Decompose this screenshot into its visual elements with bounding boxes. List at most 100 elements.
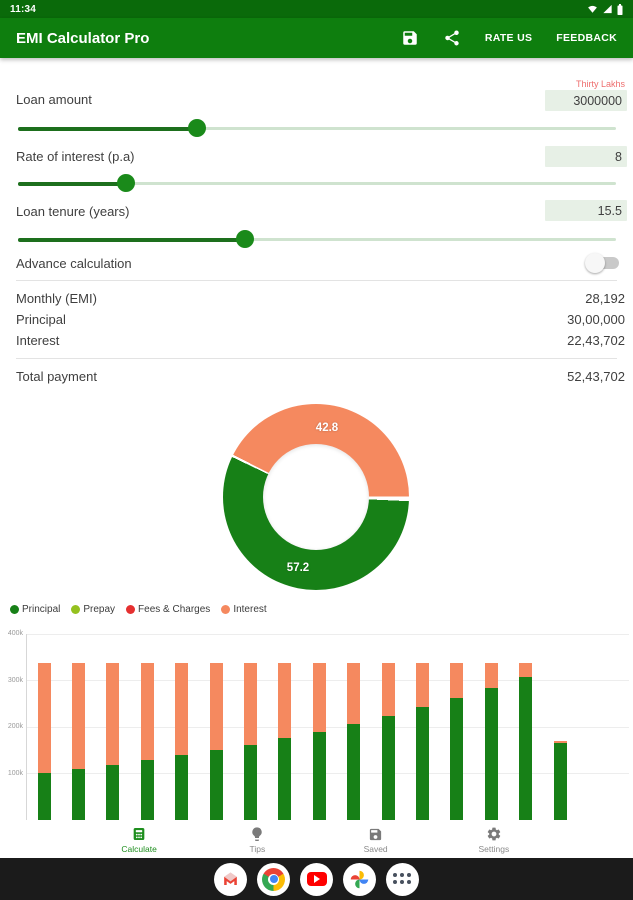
tab-calculate[interactable]: Calculate	[80, 822, 198, 858]
principal-segment	[71, 769, 85, 820]
tab-label: Saved	[363, 843, 388, 854]
principal-value: 30,00,000	[567, 312, 625, 327]
feedback-button[interactable]: FEEDBACK	[556, 32, 617, 44]
clock: 11:34	[10, 3, 37, 15]
y-tick-label: 300k	[7, 676, 23, 684]
year-bar	[381, 662, 395, 820]
android-taskbar	[0, 858, 633, 900]
status-bar: 11:34	[0, 0, 633, 18]
slider-thumb[interactable]	[188, 119, 207, 137]
principal-segment	[140, 760, 154, 820]
youtube-icon[interactable]	[300, 862, 333, 896]
year-bar	[278, 662, 292, 820]
save-icon[interactable]	[401, 29, 419, 47]
slider-thumb[interactable]	[236, 230, 255, 248]
rate-us-button[interactable]: RATE US	[484, 32, 533, 44]
emi-value: 28,192	[585, 291, 625, 306]
legend-item: Prepay	[71, 604, 115, 615]
slider-track[interactable]	[18, 182, 616, 185]
interest-rate-field[interactable]	[545, 146, 627, 167]
year-bar	[37, 662, 51, 820]
interest-rate-label: Rate of interest (p.a)	[16, 149, 135, 164]
year-bar	[312, 662, 326, 820]
tenure-slider[interactable]	[18, 229, 616, 249]
donut-chart: 42.8 57.2	[223, 404, 409, 590]
cellular-signal-icon	[602, 4, 613, 14]
interest-slice-label: 42.8	[315, 422, 339, 434]
total-payment-label: Total payment	[16, 369, 97, 384]
gridline	[27, 680, 629, 681]
wifi-icon	[587, 4, 598, 14]
year-bar	[106, 662, 120, 820]
principal-segment	[415, 707, 429, 820]
y-tick-label: 200k	[7, 723, 23, 730]
slider-thumb[interactable]	[116, 174, 135, 192]
year-bar	[175, 662, 189, 820]
legend-dot	[71, 605, 81, 614]
year-bar	[243, 662, 257, 820]
principal-segment	[209, 750, 223, 820]
total-payment-value: 52,43,702	[567, 369, 625, 384]
principal-segment	[278, 738, 292, 820]
donut-hole	[263, 444, 369, 550]
loan-amount-slider[interactable]	[18, 118, 616, 138]
y-axis-line	[26, 634, 27, 820]
principal-segment	[347, 724, 361, 820]
interest-rate-slider[interactable]	[18, 173, 616, 193]
principal-label: Principal	[16, 312, 66, 327]
gmail-icon[interactable]	[214, 862, 247, 896]
emi-label: Monthly (EMI)	[16, 291, 97, 306]
year-bar	[140, 662, 154, 820]
divider	[16, 280, 617, 281]
status-icons	[587, 3, 623, 15]
slider-track[interactable]	[18, 238, 616, 241]
lightbulb-icon	[249, 826, 265, 842]
share-icon[interactable]	[443, 29, 461, 47]
chrome-icon[interactable]	[257, 862, 290, 896]
interest-value: 22,43,702	[567, 333, 625, 348]
slider-fill	[18, 237, 246, 242]
slider-fill	[18, 126, 198, 131]
amount-in-words: Thirty Lakhs	[575, 79, 625, 89]
photos-icon[interactable]	[343, 862, 376, 896]
principal-segment	[37, 773, 51, 820]
tab-tips[interactable]: Tips	[198, 822, 316, 858]
bottom-navigation: Calculate Tips Saved Settings	[0, 822, 633, 858]
year-bar	[415, 662, 429, 820]
legend-item: Interest	[221, 604, 267, 615]
floppy-icon	[368, 827, 383, 842]
slider-track[interactable]	[18, 127, 616, 130]
tab-settings[interactable]: Settings	[435, 822, 553, 858]
legend-dot	[221, 605, 231, 614]
tenure-field[interactable]	[545, 200, 627, 221]
year-bar	[519, 662, 533, 820]
principal-segment	[243, 744, 257, 820]
legend-label: Prepay	[83, 604, 116, 615]
divider	[16, 358, 617, 359]
principal-segment	[312, 731, 326, 820]
tab-label: Tips	[249, 844, 266, 854]
principal-segment	[519, 676, 533, 820]
app-drawer-icon[interactable]	[386, 862, 419, 896]
year-bar	[347, 662, 361, 820]
gridline	[27, 633, 629, 635]
app-bar: EMI Calculator Pro RATE US FEEDBACK	[0, 18, 633, 58]
advance-calculation-toggle[interactable]	[585, 253, 621, 273]
loan-amount-field[interactable]	[545, 90, 627, 111]
legend-label: Principal	[22, 604, 61, 615]
battery-icon	[617, 3, 623, 15]
y-tick-label: 400k	[7, 630, 23, 637]
toggle-thumb	[585, 253, 605, 273]
principal-segment	[484, 687, 498, 820]
tab-saved[interactable]: Saved	[317, 822, 435, 858]
principal-segment	[553, 742, 567, 820]
year-bar	[484, 662, 498, 820]
gear-icon	[486, 826, 502, 842]
legend-label: Interest	[233, 604, 267, 615]
legend-dot	[126, 605, 136, 614]
calculator-icon	[131, 826, 147, 842]
tab-label: Settings	[478, 844, 510, 854]
legend-label: Fees & Charges	[138, 604, 211, 615]
legend-item: Principal	[10, 604, 60, 615]
